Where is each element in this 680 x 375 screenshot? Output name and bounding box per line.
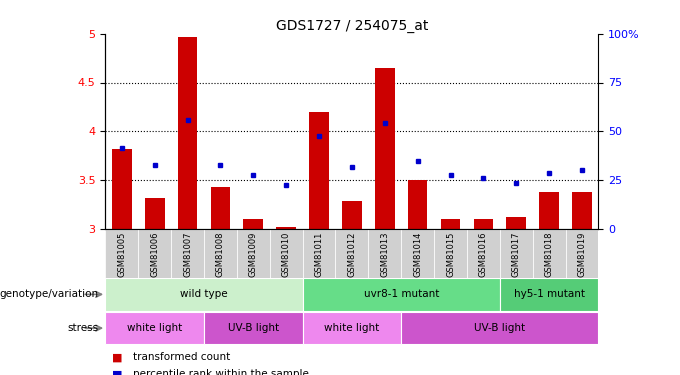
Title: GDS1727 / 254075_at: GDS1727 / 254075_at	[275, 19, 428, 33]
Bar	[539, 192, 559, 229]
Bar	[532, 229, 566, 278]
Bar	[572, 192, 592, 229]
Bar	[303, 278, 500, 310]
Text: uvr8-1 mutant: uvr8-1 mutant	[364, 290, 439, 299]
Bar	[467, 229, 500, 278]
Text: percentile rank within the sample: percentile rank within the sample	[133, 369, 309, 375]
Bar	[500, 229, 532, 278]
Bar	[237, 229, 270, 278]
Text: GSM81015: GSM81015	[446, 231, 455, 277]
Text: GSM81006: GSM81006	[150, 231, 159, 277]
Bar	[441, 219, 460, 229]
Bar	[145, 198, 165, 229]
Bar	[211, 187, 231, 229]
Bar	[335, 229, 369, 278]
Bar	[500, 278, 598, 310]
Text: hy5-1 mutant: hy5-1 mutant	[513, 290, 585, 299]
Bar	[375, 68, 394, 229]
Bar	[401, 312, 598, 344]
Text: GSM81019: GSM81019	[577, 231, 586, 277]
Bar	[309, 112, 329, 229]
Bar	[243, 219, 263, 229]
Text: GSM81014: GSM81014	[413, 231, 422, 277]
Text: GSM81008: GSM81008	[216, 231, 225, 277]
Text: ■: ■	[112, 369, 122, 375]
Bar	[401, 229, 434, 278]
Bar	[303, 312, 401, 344]
Text: GSM81007: GSM81007	[183, 231, 192, 277]
Text: GSM81016: GSM81016	[479, 231, 488, 277]
Text: GSM81017: GSM81017	[512, 231, 521, 277]
Text: transformed count: transformed count	[133, 352, 230, 363]
Bar	[204, 312, 303, 344]
Bar	[507, 217, 526, 229]
Bar	[566, 229, 598, 278]
Text: white light: white light	[127, 323, 182, 333]
Bar	[105, 312, 204, 344]
Text: GSM81018: GSM81018	[545, 231, 554, 277]
Text: genotype/variation: genotype/variation	[0, 290, 99, 299]
Text: UV-B light: UV-B light	[228, 323, 279, 333]
Bar	[105, 229, 138, 278]
Text: UV-B light: UV-B light	[474, 323, 526, 333]
Text: GSM81011: GSM81011	[315, 231, 324, 277]
Bar	[171, 229, 204, 278]
Text: GSM81013: GSM81013	[380, 231, 389, 277]
Bar	[408, 180, 428, 229]
Bar	[276, 227, 296, 229]
Bar	[177, 37, 197, 229]
Bar	[434, 229, 467, 278]
Text: stress: stress	[67, 323, 99, 333]
Text: wild type: wild type	[180, 290, 228, 299]
Text: white light: white light	[324, 323, 379, 333]
Text: GSM81005: GSM81005	[118, 231, 126, 277]
Bar	[112, 149, 132, 229]
Text: GSM81010: GSM81010	[282, 231, 290, 277]
Bar	[473, 219, 493, 229]
Text: GSM81009: GSM81009	[249, 231, 258, 277]
Text: GSM81012: GSM81012	[347, 231, 356, 277]
Bar	[270, 229, 303, 278]
Bar	[369, 229, 401, 278]
Bar	[303, 229, 335, 278]
Bar	[105, 278, 303, 310]
Bar	[204, 229, 237, 278]
Text: ■: ■	[112, 352, 122, 363]
Bar	[342, 201, 362, 229]
Bar	[138, 229, 171, 278]
